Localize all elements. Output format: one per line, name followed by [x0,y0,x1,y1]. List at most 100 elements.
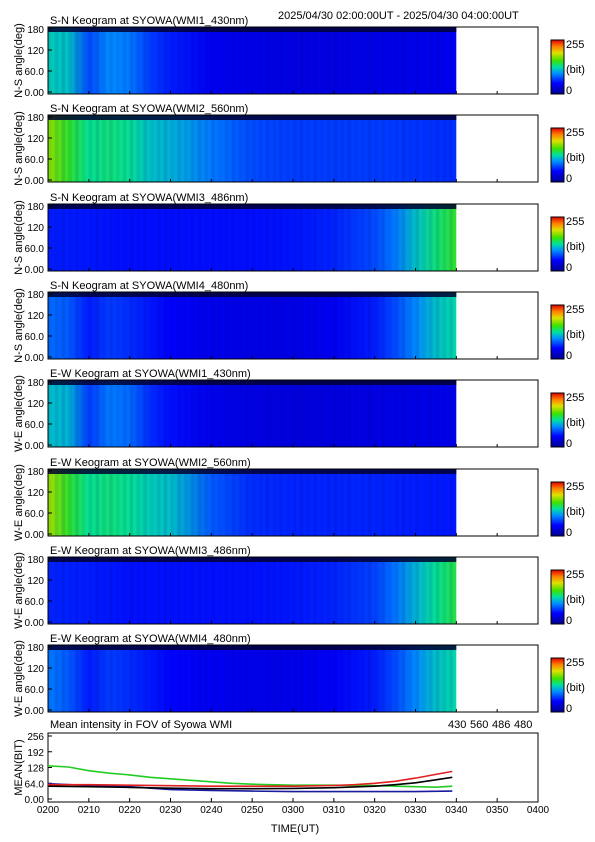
texture-stripe [150,32,154,94]
panel-title: S-N Keogram at SYOWA(WMI2_560nm) [50,103,248,115]
texture-stripe [293,385,297,447]
texture-stripe [75,297,79,359]
texture-stripe [61,120,65,182]
texture-stripe [122,385,127,447]
y-tick-label: 256 [27,732,44,743]
texture-stripe [354,297,358,359]
texture-stripe [320,120,324,182]
texture-stripe [170,32,174,94]
panel-title: S-N Keogram at SYOWA(WMI3_486nm) [50,192,248,204]
texture-stripe [259,562,263,624]
texture-stripe [231,562,236,624]
texture-stripe [442,562,447,624]
texture-stripe [381,385,385,447]
texture-stripe [48,120,52,182]
texture-stripe [150,297,154,359]
horizon-band [48,204,457,209]
y-tick-label: 0.00 [25,530,45,541]
texture-stripe [408,209,413,271]
texture-stripe [54,385,59,447]
texture-stripe [184,562,188,624]
texture-stripe [306,385,310,447]
texture-stripe [109,562,113,624]
texture-stripe [354,120,358,182]
texture-stripe [197,562,202,624]
texture-stripe [347,650,351,712]
texture-stripe [95,297,99,359]
texture-stripe [347,209,351,271]
mean-intensity-chart: Mean intensity in FOV of Syowa WMI 430 560… [13,719,550,835]
texture-stripe [320,385,324,447]
texture-stripe [401,385,406,447]
texture-stripe [429,650,433,712]
texture-stripe [54,32,59,94]
texture-stripe [327,32,331,94]
colorbar-min-label: 0 [566,173,572,185]
x-tick-label: 0310 [323,805,346,816]
texture-stripe [333,650,338,712]
texture-stripe [374,32,379,94]
texture-stripe [361,297,365,359]
texture-stripe [190,474,195,536]
y-tick-label: 180 [27,25,44,36]
texture-stripe [449,562,453,624]
texture-stripe [95,209,99,271]
panel-title: E-W Keogram at SYOWA(WMI2_560nm) [50,457,251,469]
y-tick-label: 60.0 [25,332,45,343]
y-tick-label: 120 [27,223,44,234]
colorbar-max-label: 255 [566,127,584,139]
texture-stripe [279,562,283,624]
texture-stripe [122,120,127,182]
texture-stripe [143,385,147,447]
texture-stripe [422,297,426,359]
texture-stripe [286,209,290,271]
keogram-panel: S-N Keogram at SYOWA(WMI1_430nm) 180 120 60… [13,15,585,99]
colorbar-max-label: 255 [566,216,584,228]
y-tick-label: 180 [27,113,44,124]
texture-stripe [259,297,263,359]
texture-stripe [408,650,413,712]
texture-stripe [340,120,344,182]
colorbar-unit-label: (bit) [566,329,585,341]
x-axis-label: TIME(UT) [271,823,319,835]
texture-stripe [293,32,297,94]
texture-stripe [116,297,120,359]
texture-stripe [347,474,351,536]
texture-stripe [48,209,52,271]
x-tick-label: 0240 [200,805,223,816]
line-chart-title: Mean intensity in FOV of Syowa WMI [50,719,232,731]
texture-stripe [265,650,270,712]
texture-stripe [381,562,385,624]
texture-stripe [150,474,154,536]
texture-stripe [293,562,297,624]
texture-stripe [367,209,372,271]
texture-stripe [88,650,93,712]
texture-stripe [286,650,290,712]
texture-stripe [61,385,65,447]
texture-stripe [333,209,338,271]
y-tick-label: 120 [27,46,44,57]
texture-stripe [381,120,385,182]
panel-title: S-N Keogram at SYOWA(WMI4_480nm) [50,280,248,292]
y-tick-label: 60.0 [25,244,45,255]
texture-stripe [245,120,249,182]
texture-stripe [177,297,181,359]
texture-stripe [388,562,392,624]
texture-stripe [102,474,106,536]
texture-stripe [184,474,188,536]
texture-stripe [129,562,134,624]
texture-stripe [327,650,331,712]
colorbar-unit-label: (bit) [566,64,585,76]
texture-stripe [354,32,358,94]
texture-stripe [61,297,65,359]
texture-stripe [75,474,79,536]
texture-stripe [224,32,229,94]
texture-stripe [429,474,433,536]
texture-stripe [252,297,256,359]
texture-stripe [68,474,72,536]
texture-stripe [102,562,106,624]
texture-stripe [422,385,426,447]
texture-stripe [143,650,147,712]
texture-stripe [95,474,99,536]
texture-stripe [129,32,134,94]
